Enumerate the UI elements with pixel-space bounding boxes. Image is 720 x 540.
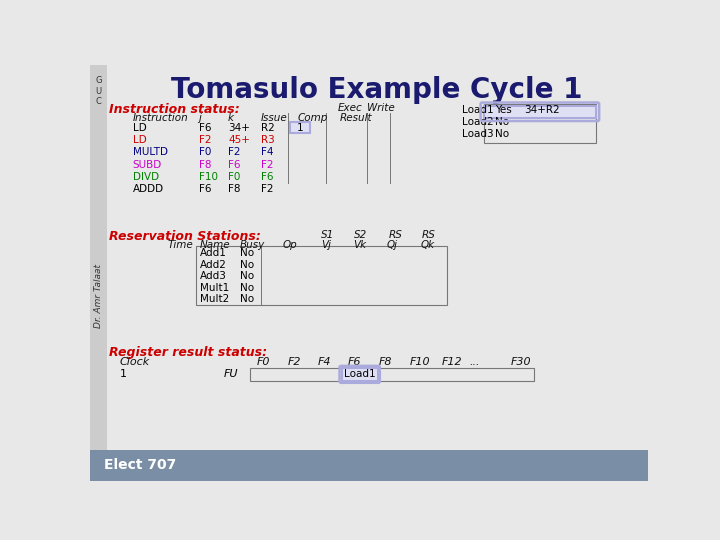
Text: Name: Name — [200, 240, 230, 249]
Text: F8: F8 — [379, 356, 392, 367]
Text: Qk: Qk — [420, 240, 434, 249]
Text: ...: ... — [469, 356, 480, 367]
Text: F0: F0 — [199, 147, 211, 157]
Text: RS: RS — [388, 231, 402, 240]
Text: Yes: Yes — [495, 105, 511, 115]
Text: Result: Result — [340, 112, 372, 123]
Text: Time: Time — [168, 240, 193, 249]
Text: Address: Address — [518, 105, 559, 115]
Text: Mult2: Mult2 — [200, 294, 229, 304]
Text: F4: F4 — [318, 356, 331, 367]
Text: Write: Write — [367, 103, 395, 113]
Text: F6: F6 — [199, 184, 211, 194]
Text: F10: F10 — [410, 356, 431, 367]
Text: SUBD: SUBD — [132, 159, 162, 170]
Text: Op: Op — [282, 240, 297, 249]
Text: G
U
C: G U C — [95, 76, 102, 106]
Text: Busy: Busy — [240, 240, 265, 249]
Text: 34+: 34+ — [228, 123, 250, 132]
Text: k: k — [228, 112, 234, 123]
Bar — [90, 65, 107, 451]
Text: F12: F12 — [442, 356, 462, 367]
Text: Dr. Amr Talaat: Dr. Amr Talaat — [94, 264, 103, 328]
Text: RS: RS — [422, 231, 436, 240]
Text: S2: S2 — [354, 231, 366, 240]
Text: LD: LD — [132, 135, 146, 145]
Text: F2: F2 — [261, 184, 273, 194]
Text: Tomasulo Example Cycle 1: Tomasulo Example Cycle 1 — [171, 76, 582, 104]
Text: Issue: Issue — [261, 112, 287, 123]
Text: Add2: Add2 — [200, 260, 227, 269]
Text: F4: F4 — [261, 147, 273, 157]
Text: DIVD: DIVD — [132, 172, 158, 182]
Text: Elect 707: Elect 707 — [104, 458, 176, 472]
Text: Reservation Stations:: Reservation Stations: — [109, 231, 261, 244]
Text: Load1: Load1 — [462, 105, 494, 115]
Text: Instruction: Instruction — [132, 112, 189, 123]
Text: F6: F6 — [348, 356, 361, 367]
Bar — [90, 450, 648, 481]
Text: Mult1: Mult1 — [200, 283, 229, 293]
Text: F8: F8 — [228, 184, 240, 194]
Text: S1: S1 — [321, 231, 334, 240]
Text: Load1: Load1 — [344, 369, 376, 379]
Text: No: No — [495, 130, 508, 139]
Text: No: No — [240, 248, 253, 258]
Text: No: No — [240, 271, 253, 281]
Text: F2: F2 — [199, 135, 211, 145]
Bar — [251, 368, 534, 381]
Text: F0: F0 — [256, 356, 270, 367]
Text: 45+: 45+ — [228, 135, 250, 145]
Text: Instruction status:: Instruction status: — [109, 103, 240, 116]
Text: Load3: Load3 — [462, 130, 494, 139]
Text: Busy: Busy — [492, 105, 517, 115]
Text: F2: F2 — [287, 356, 301, 367]
Text: Qj: Qj — [387, 240, 398, 249]
Text: Load2: Load2 — [462, 117, 494, 127]
Text: F6: F6 — [199, 123, 211, 132]
Text: F6: F6 — [261, 172, 273, 182]
Text: 1: 1 — [297, 123, 303, 132]
Text: Vj: Vj — [321, 240, 331, 249]
Text: F2: F2 — [228, 147, 240, 157]
Text: Comp: Comp — [297, 112, 328, 123]
Text: R3: R3 — [261, 135, 274, 145]
Text: F30: F30 — [510, 356, 531, 367]
Text: FU: FU — [223, 369, 238, 379]
Text: LD: LD — [132, 123, 146, 132]
Bar — [196, 246, 446, 305]
Text: Add3: Add3 — [200, 271, 227, 281]
Text: Register result status:: Register result status: — [109, 346, 268, 359]
Text: F8: F8 — [199, 159, 211, 170]
Text: ADDD: ADDD — [132, 184, 163, 194]
Text: R2: R2 — [261, 123, 274, 132]
Text: F0: F0 — [228, 172, 240, 182]
Bar — [484, 106, 596, 118]
Text: Vk: Vk — [354, 240, 366, 249]
Text: No: No — [495, 117, 508, 127]
Bar — [290, 122, 310, 133]
Text: 34+R2: 34+R2 — [524, 105, 559, 115]
Text: No: No — [240, 294, 253, 304]
Text: F6: F6 — [228, 159, 240, 170]
Text: Exec: Exec — [338, 103, 363, 113]
Text: No: No — [240, 260, 253, 269]
Text: 1: 1 — [120, 369, 127, 379]
Text: Add1: Add1 — [200, 248, 227, 258]
Text: F2: F2 — [261, 159, 273, 170]
Text: MULTD: MULTD — [132, 147, 168, 157]
Bar — [484, 104, 596, 143]
Text: j: j — [199, 112, 202, 123]
Bar — [342, 368, 377, 381]
Text: No: No — [240, 283, 253, 293]
Text: F10: F10 — [199, 172, 217, 182]
Text: Clock: Clock — [120, 356, 150, 367]
